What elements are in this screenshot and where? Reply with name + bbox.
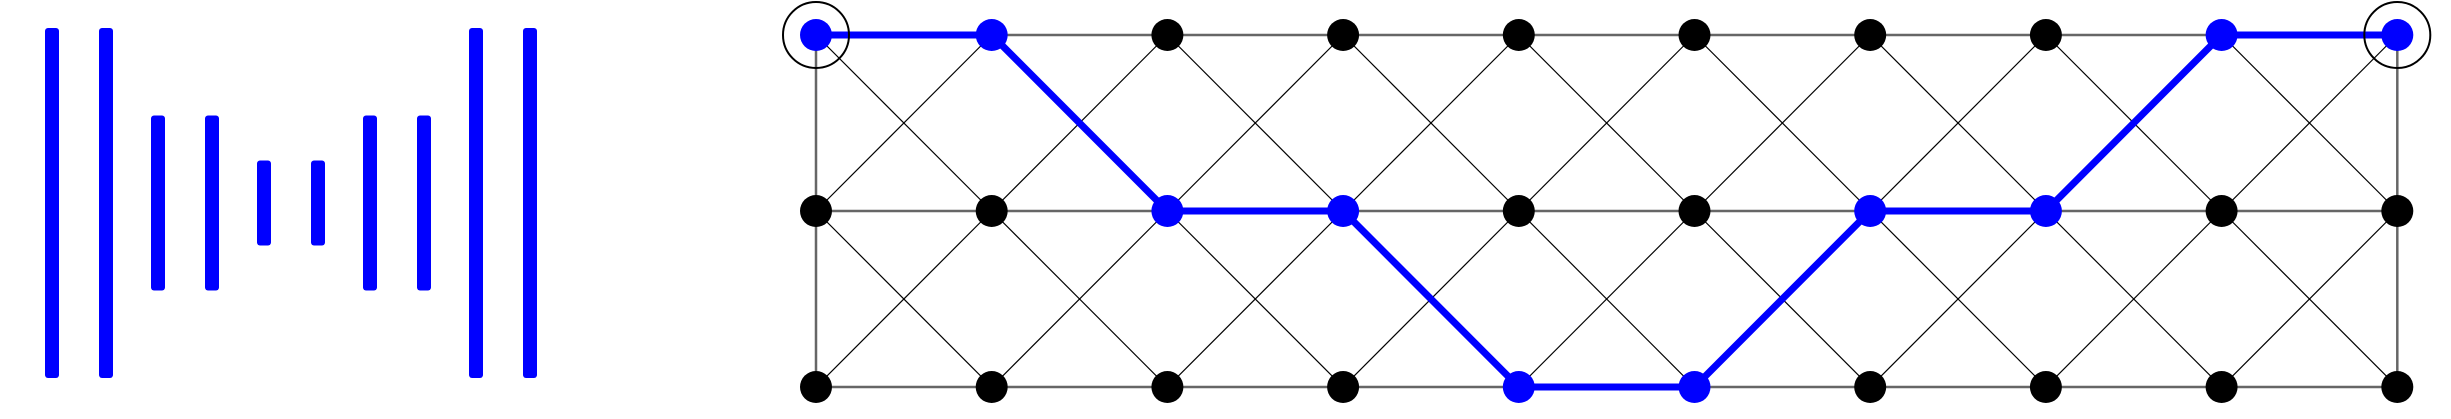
diagonal-edge bbox=[1166, 34, 1344, 212]
bar-1-right bbox=[99, 28, 113, 378]
diagonal-edge bbox=[1518, 210, 1695, 388]
diagonal-edge bbox=[1342, 34, 1520, 212]
path-node bbox=[1678, 371, 1711, 403]
start-node-ring bbox=[782, 1, 850, 69]
diagonal-edge bbox=[1869, 34, 2047, 212]
diagonal-edge bbox=[991, 210, 1168, 388]
path-node bbox=[2205, 19, 2238, 51]
diagonal-edge bbox=[2221, 34, 2398, 212]
lattice-node bbox=[800, 195, 832, 227]
path-node bbox=[1151, 195, 1184, 227]
path-edge bbox=[2042, 31, 2226, 215]
lattice-node bbox=[2029, 371, 2062, 403]
path-node bbox=[800, 19, 832, 51]
end-node-ring bbox=[2363, 1, 2432, 69]
path-edge bbox=[1339, 207, 1523, 391]
lattice-node bbox=[1502, 19, 1535, 51]
lattice-node bbox=[1151, 19, 1184, 51]
path-edge bbox=[988, 31, 1171, 215]
diagonal-edge bbox=[2221, 210, 2398, 388]
diagonal-edge bbox=[2045, 210, 2223, 388]
lattice-node bbox=[2381, 195, 2414, 227]
bar-5-left bbox=[469, 28, 483, 378]
lattice-node bbox=[1327, 371, 1360, 403]
path-node bbox=[2029, 195, 2062, 227]
lattice-node bbox=[1678, 195, 1711, 227]
path-node bbox=[975, 19, 1008, 51]
lattice-node bbox=[2205, 371, 2238, 403]
diagonal-edge bbox=[1694, 34, 1871, 212]
bar-5-right bbox=[523, 28, 537, 378]
lattice-panel bbox=[782, 1, 2432, 403]
endpoint-rings bbox=[782, 1, 2432, 69]
bar-2-right bbox=[205, 115, 219, 291]
bar-1-left bbox=[45, 28, 59, 378]
diagonal-edge bbox=[815, 34, 993, 212]
bar-2-left bbox=[151, 115, 165, 291]
lattice-node bbox=[1854, 371, 1887, 403]
lattice-node bbox=[1151, 371, 1184, 403]
diagonal-edge bbox=[1869, 210, 2047, 388]
bar-4-left bbox=[363, 115, 377, 291]
diagonal-edge bbox=[815, 210, 993, 388]
path-node bbox=[1502, 371, 1535, 403]
path-node bbox=[2381, 19, 2414, 51]
lattice-node bbox=[975, 371, 1008, 403]
lattice-node bbox=[1327, 19, 1360, 51]
lattice-node bbox=[1678, 19, 1711, 51]
lattice-node bbox=[800, 371, 832, 403]
lattice-edges bbox=[814, 33, 2399, 389]
path-edges bbox=[812, 31, 2401, 391]
diagonal-edge bbox=[1166, 210, 1344, 388]
lattice-node bbox=[2381, 371, 2414, 403]
path-edge bbox=[1691, 207, 1874, 391]
bars-panel bbox=[45, 28, 537, 378]
bar-3-left bbox=[257, 160, 271, 246]
lattice-nodes bbox=[800, 19, 2414, 403]
lattice-node bbox=[1854, 19, 1887, 51]
lattice-node bbox=[975, 195, 1008, 227]
lattice-node bbox=[2029, 19, 2062, 51]
lattice-node bbox=[1502, 195, 1535, 227]
path-node bbox=[1854, 195, 1887, 227]
bar-3-right bbox=[311, 160, 325, 246]
lattice-node bbox=[2205, 195, 2238, 227]
diagonal-edge bbox=[1518, 34, 1695, 212]
path-node bbox=[1327, 195, 1360, 227]
bar-4-right bbox=[417, 115, 431, 291]
